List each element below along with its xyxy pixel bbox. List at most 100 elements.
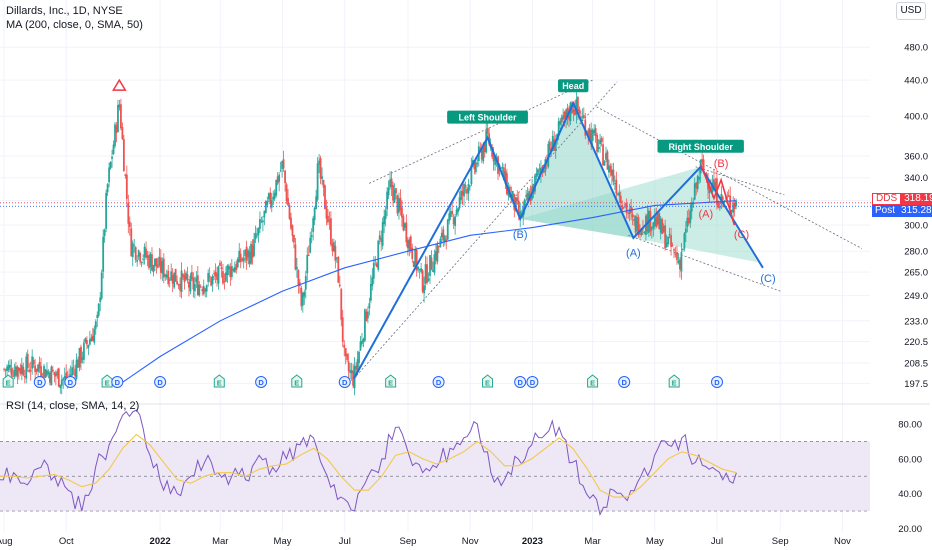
dividend-marker-text: D: [68, 378, 74, 387]
candle-body: [85, 340, 88, 345]
candle-body: [296, 266, 298, 270]
candle-body: [225, 272, 227, 282]
candle-body: [414, 249, 417, 267]
candle-body: [158, 256, 161, 266]
candle-body: [273, 192, 276, 199]
earnings-marker[interactable]: [482, 374, 494, 388]
candle-body: [35, 368, 38, 372]
candle-body: [156, 264, 159, 268]
dividend-marker[interactable]: [255, 376, 268, 388]
candle-body: [732, 203, 735, 213]
candle-body: [91, 335, 94, 342]
red-wave-c-label: (C): [734, 229, 749, 241]
earnings-marker[interactable]: [668, 374, 680, 388]
candle-body: [461, 191, 464, 196]
candle-body: [449, 211, 452, 218]
earnings-marker[interactable]: [385, 374, 397, 388]
candle-body: [503, 167, 505, 181]
ma-legend[interactable]: MA (200, close, 0, SMA, 50): [6, 19, 143, 31]
candle-body: [80, 346, 82, 363]
pattern-lines: [353, 100, 764, 380]
dividend-marker[interactable]: [526, 376, 539, 388]
candle-body: [622, 207, 625, 209]
candle-body: [34, 365, 37, 373]
candle-body: [193, 284, 196, 292]
upper-trendline: [369, 79, 593, 184]
candle-body: [74, 369, 76, 377]
dividend-marker[interactable]: [338, 376, 351, 388]
candle-body: [177, 284, 180, 286]
candle-body: [563, 111, 566, 119]
dividend-marker[interactable]: [618, 376, 631, 388]
candle-body: [707, 181, 709, 190]
candle-body: [455, 209, 458, 215]
candle-body: [457, 208, 460, 212]
candle-body: [322, 179, 325, 188]
candle-body: [198, 284, 201, 296]
time-tick-label: May: [646, 536, 664, 547]
candle-body: [57, 368, 60, 387]
rsi-lines: [0, 409, 737, 517]
rsi-legend[interactable]: RSI (14, close, SMA, 14, 2): [6, 400, 140, 412]
candle-body: [162, 258, 165, 278]
dividend-marker[interactable]: [154, 376, 167, 388]
dividend-marker[interactable]: [64, 376, 77, 388]
candle-body: [71, 367, 74, 376]
candle-body: [433, 254, 436, 273]
candle-body: [17, 367, 20, 371]
candle-body: [551, 135, 554, 151]
candle-body: [226, 265, 229, 276]
candle-body: [216, 273, 218, 280]
candle-body: [297, 270, 300, 285]
candle-body: [469, 185, 471, 187]
dividend-marker[interactable]: [711, 376, 724, 388]
dividend-marker-text: D: [436, 378, 442, 387]
earnings-marker[interactable]: [587, 374, 599, 388]
candle-body: [393, 189, 396, 203]
candle-body: [115, 125, 118, 133]
dividend-marker[interactable]: [33, 376, 46, 388]
candle-body: [155, 258, 158, 267]
dividend-marker[interactable]: [432, 376, 445, 388]
candle-body: [476, 163, 479, 165]
candle-body: [50, 366, 53, 386]
candle-body: [131, 243, 134, 258]
candle-body: [603, 161, 606, 166]
symbol-title[interactable]: Dillards, Inc., 1D, NYSE: [6, 5, 123, 17]
time-tick-label: Mar: [584, 536, 600, 547]
left-shoulder-label-bg: [447, 110, 528, 124]
price-tick-label: 440.0: [904, 76, 928, 87]
price-tick-label: 249.0: [904, 291, 928, 302]
earnings-marker[interactable]: [101, 374, 113, 388]
candle-body: [390, 178, 393, 188]
dividend-marker[interactable]: [514, 376, 527, 388]
candle-body: [665, 242, 668, 248]
candle-body: [28, 369, 31, 372]
candle-body: [37, 364, 39, 372]
candle-body: [75, 359, 78, 379]
candle-body: [62, 378, 65, 381]
candle-body: [318, 160, 320, 165]
candle-body: [96, 315, 99, 319]
candle-body: [25, 356, 28, 379]
pattern-labels: Left Shoulder Head Right Shoulder (B) (A) (C)…: [112, 78, 776, 285]
candle-body: [730, 209, 733, 212]
candle-body: [460, 190, 462, 200]
candle-body: [421, 270, 424, 292]
candle-body: [170, 271, 173, 281]
currency-button[interactable]: USD: [896, 2, 926, 20]
candle-body: [32, 360, 35, 365]
candle-body: [386, 191, 389, 210]
post-price-tag: Post 315.28: [872, 205, 932, 217]
rsi-tick-label: 20.00: [898, 524, 922, 535]
earnings-marker[interactable]: [213, 374, 225, 388]
dividend-marker[interactable]: [111, 376, 124, 388]
earnings-marker[interactable]: [2, 374, 14, 388]
candle-body: [631, 214, 634, 218]
earnings-marker[interactable]: [291, 374, 303, 388]
dividend-marker-text: D: [157, 378, 163, 387]
candle-body: [517, 200, 520, 216]
candle-body: [650, 227, 653, 230]
candle-body: [628, 208, 631, 214]
